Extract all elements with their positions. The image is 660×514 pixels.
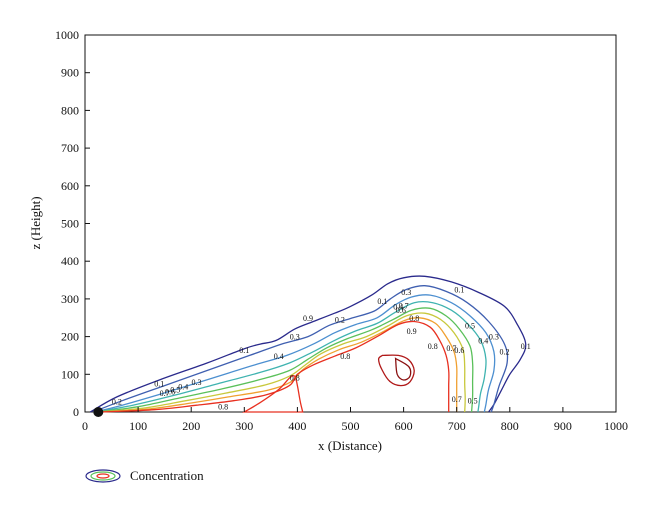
contour-label: 0.8: [290, 373, 300, 382]
y-tick-label: 100: [61, 367, 79, 381]
contour-label: 0.4: [393, 302, 403, 311]
x-tick-label: 900: [554, 419, 572, 433]
y-tick-label: 800: [61, 103, 79, 117]
contour-label: 0.3: [401, 288, 411, 297]
contour-label: 0.5: [465, 321, 475, 330]
x-tick-label: 400: [288, 419, 306, 433]
x-tick-label: 0: [82, 419, 88, 433]
contour-label: 0.4: [178, 382, 188, 391]
x-tick-label: 600: [395, 419, 413, 433]
contour-label: 0.1: [377, 297, 387, 306]
contour-label: 0.2: [500, 348, 510, 357]
contour-line-0-8: [99, 320, 450, 413]
contour-label: 0.1: [154, 380, 164, 389]
y-axis-ticks: 0 100 200 300 400 500 600 700 800 900 1000: [55, 28, 90, 419]
y-tick-label: 700: [61, 141, 79, 155]
contour-label: 0.9: [303, 314, 313, 323]
contour-label: 0.9: [407, 327, 417, 336]
contour-inner-region-0-8: [241, 374, 304, 413]
y-tick-label: 0: [73, 405, 79, 419]
contour-label: 0.8: [409, 314, 419, 323]
x-axis-label: x (Distance): [318, 438, 382, 453]
contour-label: 0.1: [239, 346, 249, 355]
contour-label: 0.5: [468, 397, 478, 406]
contour-label: 0.7: [160, 389, 170, 398]
contour-label: 0.7: [399, 302, 409, 311]
contour-label: 0.8: [340, 352, 350, 361]
x-axis-ticks: 0 100 200 300 400 500 600 700 800 900 1000: [82, 407, 628, 433]
y-tick-label: 900: [61, 66, 79, 80]
contour-line-0-6: [98, 312, 466, 413]
contour-line-0-2: [92, 285, 509, 413]
x-tick-label: 1000: [604, 419, 628, 433]
x-tick-label: 300: [235, 419, 253, 433]
contour-label: 0.2: [335, 316, 345, 325]
x-tick-label: 800: [501, 419, 519, 433]
y-tick-label: 200: [61, 330, 79, 344]
contour-label: 0.3: [192, 378, 202, 387]
y-tick-label: 600: [61, 179, 79, 193]
contour-line-0-7: [98, 317, 458, 413]
contour-label: 0.3: [290, 333, 300, 342]
contour-line-0-3: [95, 294, 496, 413]
source-point: [93, 407, 104, 417]
y-tick-label: 500: [61, 217, 79, 231]
contour-label: 0.6: [396, 306, 406, 315]
contour-line-0-4: [96, 300, 487, 413]
contour-label: 0.2: [112, 397, 122, 406]
y-tick-label: 1000: [55, 28, 79, 42]
contour-labels: 0.10.10.10.10.10.20.20.20.30.30.30.30.40…: [112, 286, 531, 412]
contour-label: 0.8: [218, 402, 228, 411]
contour-line-0-5: [97, 307, 474, 413]
contour-label: 0.4: [274, 352, 284, 361]
x-tick-label: 100: [129, 419, 147, 433]
y-tick-label: 400: [61, 254, 79, 268]
contour-line-0-1: [89, 275, 527, 413]
contour-label: 0.7: [446, 344, 456, 353]
contour-line-0-9: [377, 354, 415, 387]
x-tick-label: 200: [182, 419, 200, 433]
contour-label: 0.8: [428, 342, 438, 351]
contour-lines: [89, 275, 527, 413]
y-axis-label: z (Height): [28, 196, 43, 249]
contour-label: 0.7: [452, 395, 462, 404]
contour-label: 0.6: [165, 387, 175, 396]
contour-label: 0.5: [170, 385, 180, 394]
legend: Concentration: [84, 468, 204, 484]
contour-label: 0.6: [454, 346, 464, 355]
contour-inner-region-0-9: [394, 357, 412, 381]
y-tick-label: 300: [61, 292, 79, 306]
contour-label: 0.4: [478, 336, 488, 345]
legend-contour-icon: [85, 469, 121, 483]
x-tick-label: 500: [342, 419, 360, 433]
contour-label: 0.1: [521, 342, 531, 351]
plot-frame: [84, 34, 617, 413]
contour-label: 0.1: [454, 286, 464, 295]
contour-label: 0.3: [489, 333, 499, 342]
legend-label: Concentration: [130, 468, 204, 483]
x-tick-label: 700: [448, 419, 466, 433]
